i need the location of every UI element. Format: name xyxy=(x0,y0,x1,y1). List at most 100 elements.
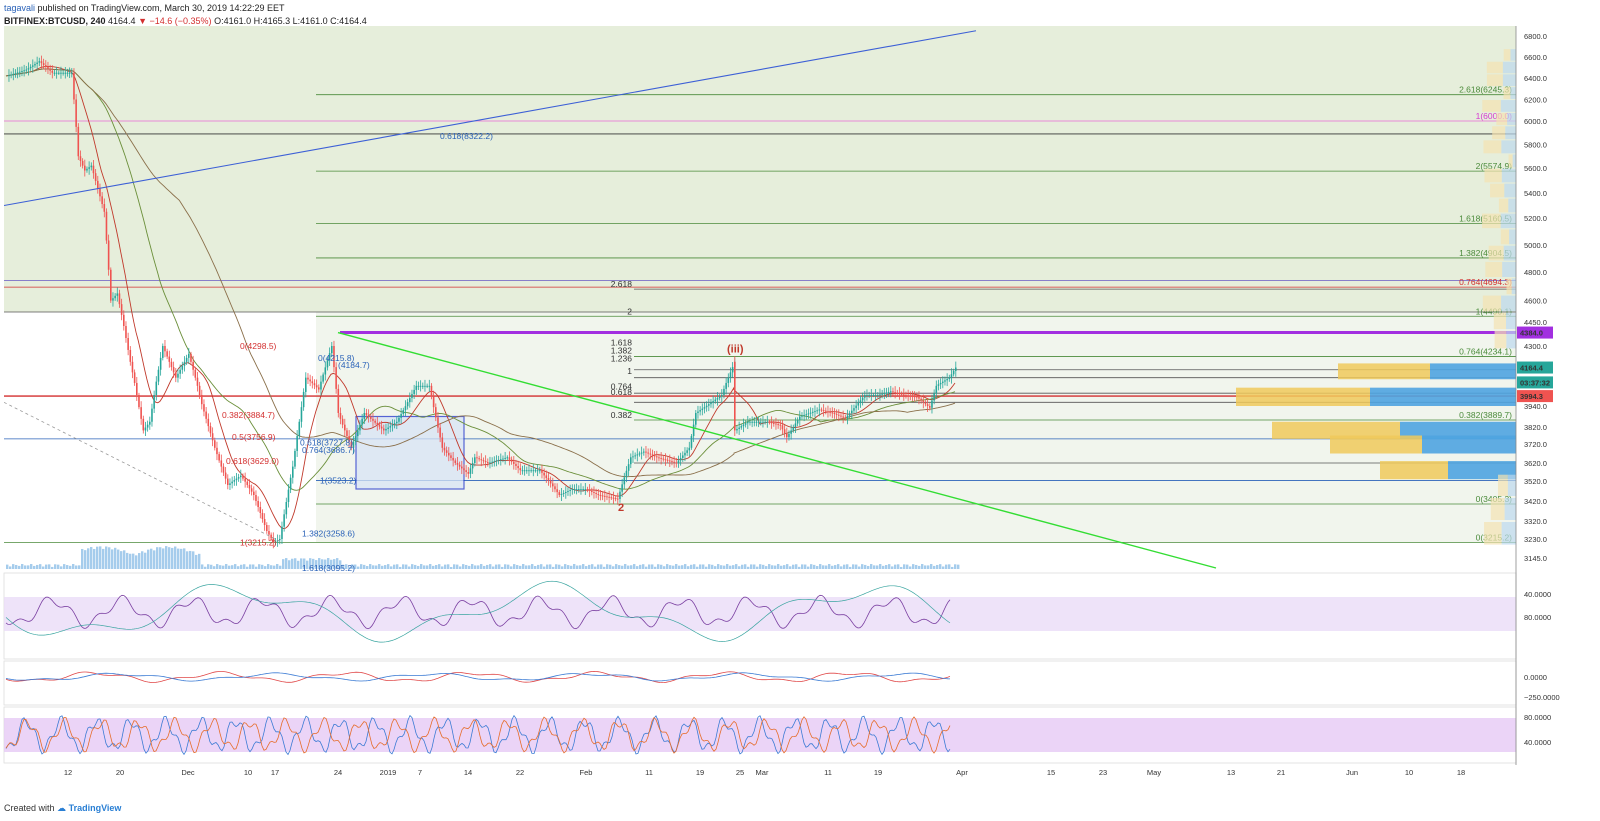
symbol-label: BITFINEX:BTCUSD, 240 xyxy=(4,16,106,26)
candle-body xyxy=(790,430,792,434)
volume-bar xyxy=(399,566,402,569)
volume-bar xyxy=(252,564,255,569)
volume-bar xyxy=(441,566,444,569)
volume-bar xyxy=(945,564,948,569)
volume-bar xyxy=(357,566,360,569)
volume-bar xyxy=(528,565,531,569)
candle-body xyxy=(768,421,771,423)
tradingview-logo-icon: ☁ xyxy=(57,803,67,813)
volume-bar xyxy=(822,565,825,569)
candle-body xyxy=(179,369,181,374)
candle-body xyxy=(565,492,567,493)
volume-bar xyxy=(570,565,573,569)
volume-profile-sell xyxy=(1430,363,1516,380)
candle-body xyxy=(926,404,929,406)
candle-body xyxy=(853,408,855,411)
volume-bar xyxy=(228,565,231,569)
volume-bar xyxy=(843,564,846,569)
candle-body xyxy=(898,393,901,395)
tradingview-link[interactable]: TradingView xyxy=(68,803,122,813)
candle-body xyxy=(19,71,21,73)
volume-bar xyxy=(663,566,666,569)
volume-bar xyxy=(426,565,429,569)
volume-bar xyxy=(708,564,711,569)
volume-bar xyxy=(345,564,348,569)
candle-body xyxy=(320,381,322,390)
candle-body xyxy=(513,461,515,464)
candle-body xyxy=(712,401,714,403)
candle-body xyxy=(315,385,318,388)
candle-body xyxy=(747,421,749,424)
candle-body xyxy=(502,458,504,460)
time-tick: 10 xyxy=(244,768,252,777)
candle-body xyxy=(34,64,36,66)
volume-bar xyxy=(378,564,381,569)
volume-bar xyxy=(132,553,135,569)
fib-label-left: 0.5(3756.9) xyxy=(232,432,276,442)
volume-bar xyxy=(720,565,723,569)
indicator-tick: −250.0000 xyxy=(1524,693,1560,702)
candle-body xyxy=(903,394,905,396)
candle-body xyxy=(140,407,142,419)
candle-body xyxy=(129,349,132,362)
volume-profile-row xyxy=(1502,74,1516,87)
volume-profile-row xyxy=(1484,522,1502,545)
price-tick: 5800.0 xyxy=(1524,141,1547,150)
candle-body xyxy=(389,426,392,428)
volume-bar xyxy=(912,564,915,569)
volume-bar xyxy=(309,558,312,569)
candle-body xyxy=(582,489,584,490)
volume-bar xyxy=(657,564,660,569)
candle-body xyxy=(328,353,331,361)
volume-bar xyxy=(60,566,63,569)
fib-label-mid: 1.618 xyxy=(611,338,633,348)
candle-body xyxy=(435,407,437,418)
time-tick: Dec xyxy=(181,768,195,777)
candle-body xyxy=(131,361,134,373)
volume-bar xyxy=(72,564,75,569)
candle-body xyxy=(630,457,632,465)
volume-bar xyxy=(432,565,435,569)
candle-body xyxy=(40,61,43,64)
candle-body xyxy=(727,377,730,383)
stoch-band xyxy=(4,718,1516,752)
candle-body xyxy=(127,338,129,350)
candle-body xyxy=(216,447,218,455)
volume-bar xyxy=(687,566,690,569)
volume-bar xyxy=(696,566,699,569)
candle-body xyxy=(632,456,634,458)
candle-body xyxy=(354,436,357,442)
fib-label-left: 0(4215.8) xyxy=(318,353,355,363)
candle-body xyxy=(79,156,82,161)
candle-body xyxy=(75,99,77,127)
candle-body xyxy=(116,293,119,296)
volume-bar xyxy=(141,551,144,569)
volume-bar xyxy=(864,564,867,569)
volume-profile-row xyxy=(1501,522,1516,545)
volume-profile-row xyxy=(1509,229,1516,245)
volume-bar xyxy=(78,565,81,569)
volume-bar xyxy=(555,564,558,569)
volume-bar xyxy=(684,564,687,569)
candle-body xyxy=(73,72,75,100)
candle-body xyxy=(198,385,201,395)
candle-body xyxy=(372,418,374,421)
candle-body xyxy=(376,422,379,425)
volume-bar xyxy=(192,551,195,569)
price-tick: 5600.0 xyxy=(1524,164,1547,173)
fib-label-left: 1.382(3258.6) xyxy=(302,528,355,538)
candle-body xyxy=(506,457,509,459)
candle-body xyxy=(452,457,454,461)
candle-body xyxy=(911,395,914,397)
volume-profile-buy xyxy=(1330,435,1422,454)
candle-body xyxy=(181,365,184,370)
author-name[interactable]: tagavali xyxy=(4,3,36,13)
time-tick: Apr xyxy=(956,768,968,777)
volume-bar xyxy=(936,564,939,569)
candle-body xyxy=(731,367,734,373)
fib-label-right: 2(5574.9) xyxy=(1476,161,1513,171)
volume-bar xyxy=(417,565,420,569)
candle-body xyxy=(49,68,51,71)
footer: Created with ☁ TradingView xyxy=(4,803,121,814)
countdown-tag-bg xyxy=(1517,376,1553,389)
